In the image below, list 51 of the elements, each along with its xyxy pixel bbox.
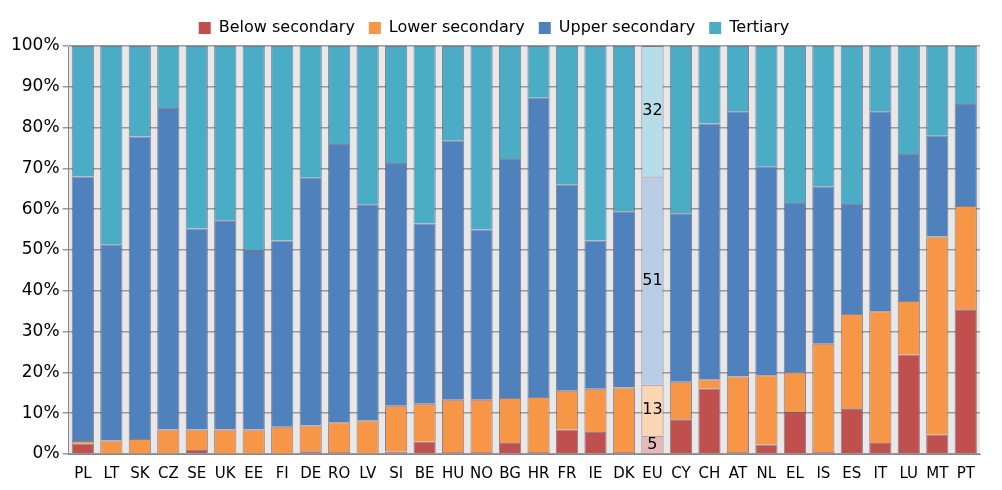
y-tick-label: 70% <box>21 156 60 177</box>
y-tick-label: 50% <box>21 238 60 259</box>
x-tick-label: ES <box>842 463 862 482</box>
x-tick-label: IE <box>588 463 603 482</box>
x-tick-label: FI <box>275 463 289 482</box>
legend-label: Tertiary <box>728 17 790 37</box>
x-tick-label: HU <box>441 463 465 482</box>
x-tick-label: BG <box>499 463 521 482</box>
y-tick-label: 20% <box>21 360 60 381</box>
x-tick-label: EL <box>785 463 805 482</box>
y-tick-label: 10% <box>21 401 60 422</box>
y-tick-label: 80% <box>21 116 60 137</box>
x-tick-label: SE <box>187 463 207 482</box>
x-tick-label: LV <box>359 463 377 482</box>
data-label: 51 <box>642 269 663 289</box>
x-tick-label: UK <box>214 463 237 482</box>
x-tick-label: NO <box>470 463 494 482</box>
x-tick-label: LU <box>899 463 919 482</box>
x-tick-label: LT <box>103 463 120 482</box>
y-tick-label: 100% <box>10 34 60 55</box>
y-tick-label: 90% <box>21 75 60 96</box>
x-tick-label: EE <box>244 463 264 482</box>
legend-label: Lower secondary <box>388 17 525 37</box>
x-tick-label: SI <box>389 463 404 482</box>
y-tick-label: 0% <box>32 442 60 463</box>
x-tick-label: MT <box>926 463 950 482</box>
legend-label: Upper secondary <box>558 17 696 37</box>
x-tick-label: IS <box>816 463 831 482</box>
data-label: 13 <box>642 399 663 419</box>
x-tick-label: IT <box>873 463 888 482</box>
x-tick-label: CY <box>671 463 692 482</box>
legend-label: Below secondary <box>218 17 355 37</box>
x-tick-label: DK <box>613 463 636 482</box>
x-tick-label: CZ <box>157 463 179 482</box>
x-tick-label: AT <box>728 463 748 482</box>
x-tick-label: CH <box>698 463 721 482</box>
x-tick-label: BE <box>414 463 435 482</box>
x-tick-label: HR <box>527 463 550 482</box>
x-tick-label: RO <box>328 463 351 482</box>
x-tick-label: SK <box>130 463 151 482</box>
y-tick-label: 40% <box>21 279 60 300</box>
x-tick-label: PT <box>956 463 976 482</box>
x-tick-label: FR <box>557 463 577 482</box>
y-tick-label: 60% <box>21 197 60 218</box>
x-tick-label: PL <box>74 463 93 482</box>
data-label: 32 <box>642 100 663 120</box>
y-tick-label: 30% <box>21 320 60 341</box>
data-label: 5 <box>647 433 658 453</box>
x-tick-label: DE <box>300 463 322 482</box>
x-tick-label: EU <box>642 463 663 482</box>
x-tick-label: NL <box>756 463 777 482</box>
